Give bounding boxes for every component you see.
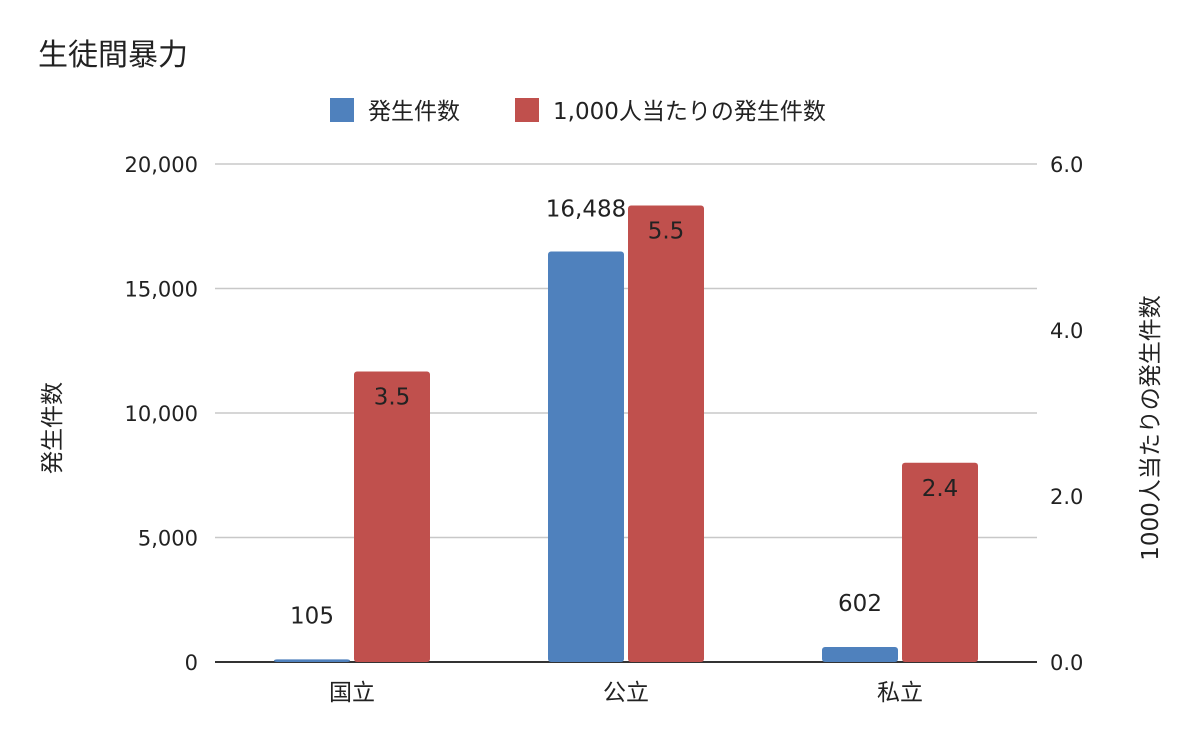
data-label: 16,488 [546,196,626,222]
data-label: 105 [290,603,334,629]
gridlines [215,163,1037,663]
left-tick-label: 20,000 [125,153,198,177]
right-tick-label: 2.0 [1050,485,1083,509]
bars [274,205,978,663]
left-tick-label: 10,000 [125,402,198,426]
bar-count [822,647,898,662]
bar-count [548,251,624,663]
left-axis-ticks: 0 5,000 10,000 15,000 20,000 [125,153,198,675]
legend-label: 1,000人当たりの発生件数 [553,99,826,125]
left-axis-title: 発生件数 [40,382,66,474]
chart-title: 生徒間暴力 [38,38,188,73]
left-tick-label: 15,000 [125,278,198,302]
bar-per-1000 [902,462,978,662]
left-tick-label: 5,000 [138,527,198,551]
legend: 発生件数 1,000人当たりの発生件数 [330,98,826,125]
right-tick-label: 4.0 [1050,319,1083,343]
right-tick-label: 0.0 [1050,651,1083,675]
legend-swatch [515,98,539,122]
category-labels: 国立 公立 私立 [329,680,923,706]
bar-per-1000 [628,205,704,662]
data-label: 602 [838,591,882,617]
data-label: 5.5 [648,219,685,245]
bar-count [274,659,350,662]
data-label: 2.4 [922,476,959,502]
bar-per-1000 [354,371,430,662]
legend-swatch [330,98,354,122]
category-label: 国立 [329,680,375,706]
data-labels: 105 3.5 16,488 5.5 602 2.4 [290,194,959,629]
right-tick-label: 6.0 [1050,153,1083,177]
category-label: 公立 [603,680,649,706]
right-axis-title: 1000人当たりの発生件数 [1138,295,1164,561]
right-axis-ticks: 0.0 2.0 4.0 6.0 [1050,153,1083,675]
legend-label: 発生件数 [368,99,460,125]
left-tick-label: 0 [185,651,198,675]
category-label: 私立 [877,680,923,706]
data-label: 3.5 [374,385,411,411]
